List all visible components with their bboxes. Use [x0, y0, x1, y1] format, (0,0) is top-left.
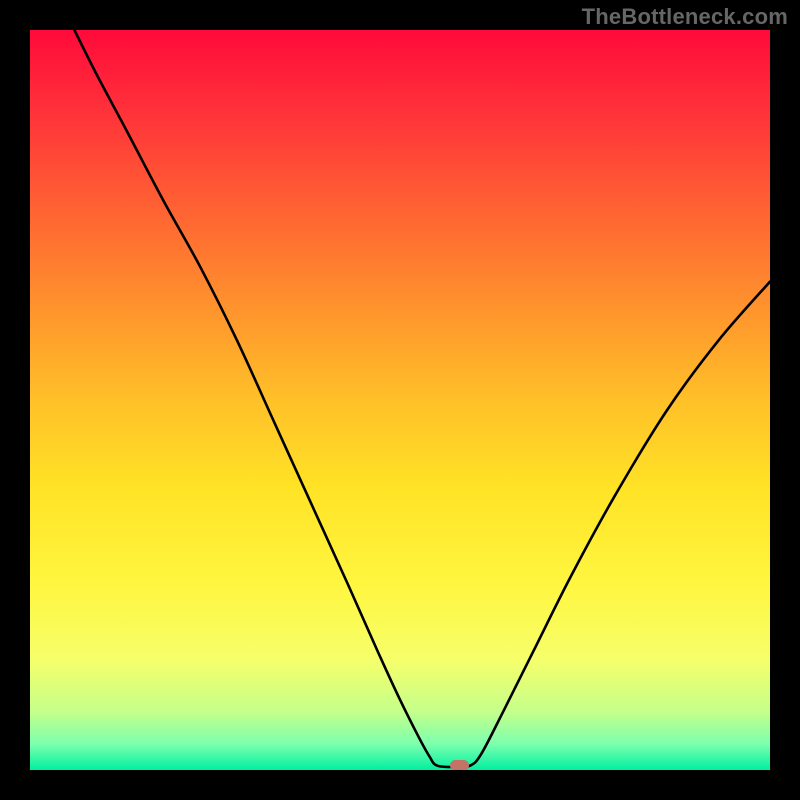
chart-frame: TheBottleneck.com — [0, 0, 800, 800]
watermark-text: TheBottleneck.com — [582, 4, 788, 30]
plot-area — [30, 30, 770, 770]
bottleneck-curve — [30, 30, 770, 770]
curve-path — [74, 30, 770, 767]
bottleneck-marker — [450, 760, 469, 770]
